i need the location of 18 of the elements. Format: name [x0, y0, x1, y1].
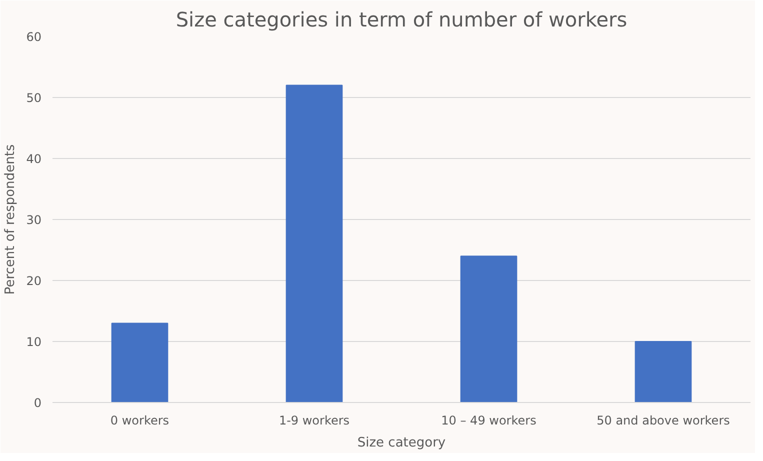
bar	[460, 256, 518, 402]
chart-title: Size categories in term of number of workers	[176, 8, 628, 32]
y-tick-label: 40	[26, 152, 42, 166]
bar	[634, 341, 692, 402]
bar	[286, 84, 343, 402]
y-tick-label: 50	[26, 91, 42, 105]
x-tick-label: 10 – 49 workers	[441, 414, 536, 428]
x-axis-title: Size category	[357, 436, 446, 450]
y-tick-label: 0	[34, 396, 42, 410]
y-tick-label: 20	[26, 274, 42, 288]
bar	[111, 322, 168, 402]
y-tick-label: 60	[26, 30, 42, 44]
y-tick-label: 30	[26, 213, 42, 227]
x-tick-label: 1-9 workers	[278, 414, 350, 428]
y-tick-label: 10	[26, 335, 42, 349]
y-axis-title: Percent of respondents	[3, 144, 18, 295]
x-tick-label: 50 and above workers	[596, 414, 730, 428]
x-tick-label: 0 workers	[110, 414, 170, 428]
